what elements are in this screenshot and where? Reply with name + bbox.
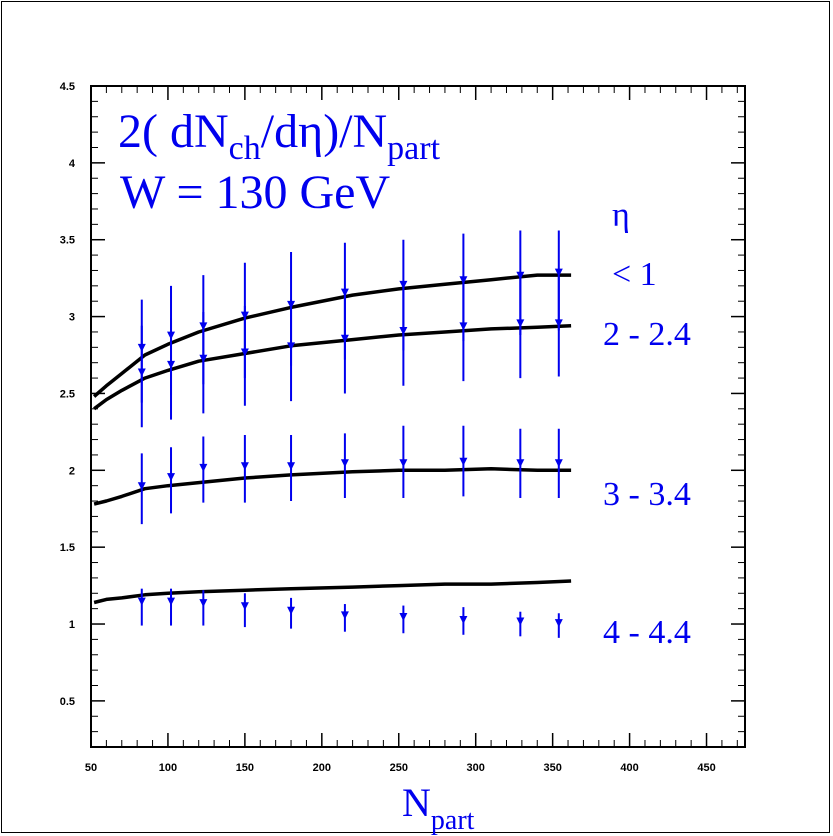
x-tick-label: 50: [85, 762, 97, 774]
series-label-2: 3 - 3.4: [603, 476, 691, 513]
data-point: [459, 457, 468, 466]
data-point: [399, 459, 408, 468]
plot-area-frame: [90, 85, 746, 748]
chart-title-line2: W = 130 GeV: [120, 166, 390, 219]
y-tick-label: 2.5: [60, 388, 75, 400]
x-tick-label: 100: [159, 762, 177, 774]
data-point: [340, 334, 349, 343]
data-point: [516, 271, 525, 280]
data-point: [199, 463, 208, 472]
data-point: [399, 327, 408, 336]
data-point: [459, 322, 468, 331]
data-point: [167, 360, 176, 369]
axes-layer: 50 100 150 200 250 300 350 400 450 0.5 1 1.5 2 2.5 3 3.…: [60, 81, 746, 774]
data-point: [199, 354, 208, 363]
eta-header: η: [612, 197, 630, 234]
x-axis-label: Npart: [402, 780, 475, 836]
x-tick-label: 300: [467, 762, 485, 774]
curve-layer: [92, 273, 572, 605]
data-point: [459, 616, 468, 625]
series-label-1: 2 - 2.4: [603, 316, 691, 353]
y-tick-label: 0.5: [60, 696, 75, 708]
data-point: [554, 268, 563, 277]
y-tick-label: 1: [69, 619, 75, 631]
data-point: [516, 459, 525, 468]
data-point: [167, 597, 176, 606]
data-point: [516, 617, 525, 626]
data-point: [554, 619, 563, 628]
model-curve-0: [92, 273, 572, 398]
model-curve-3: [93, 579, 572, 605]
data-point: [399, 612, 408, 621]
data-point: [167, 473, 176, 482]
data-point: [554, 319, 563, 328]
data-point: [240, 348, 249, 357]
y-tick-label: 4.5: [60, 81, 75, 93]
data-point: [137, 368, 146, 377]
series-label-3: 4 - 4.4: [603, 614, 691, 651]
data-point: [199, 599, 208, 608]
data-point: [340, 459, 349, 468]
data-point: [240, 602, 249, 611]
x-tick-label: 150: [236, 762, 254, 774]
data-point: [287, 606, 296, 615]
x-tick-label: 350: [543, 762, 561, 774]
y-tick-label: 3: [69, 312, 75, 324]
data-point: [516, 319, 525, 328]
data-point: [554, 459, 563, 468]
x-tick-label: 200: [313, 762, 331, 774]
data-point: [240, 462, 249, 471]
y-tick-label: 2: [69, 465, 75, 477]
y-tick-label: 3.5: [60, 235, 75, 247]
x-tick-label: 450: [697, 762, 715, 774]
data-layer: [137, 230, 563, 638]
data-point: [287, 462, 296, 471]
model-curve-1: [93, 324, 572, 411]
x-tick-label: 400: [620, 762, 638, 774]
series-label-0: < 1: [612, 256, 657, 293]
model-curve-2: [93, 467, 572, 506]
data-point: [287, 342, 296, 351]
y-tick-label: 1.5: [60, 542, 75, 554]
y-tick-label: 4: [69, 158, 76, 170]
data-point: [137, 482, 146, 491]
x-tick-label: 250: [390, 762, 408, 774]
data-point: [137, 597, 146, 606]
chart-title-line1: 2( dNch/dη)/Npart: [118, 105, 441, 167]
data-point: [340, 611, 349, 620]
